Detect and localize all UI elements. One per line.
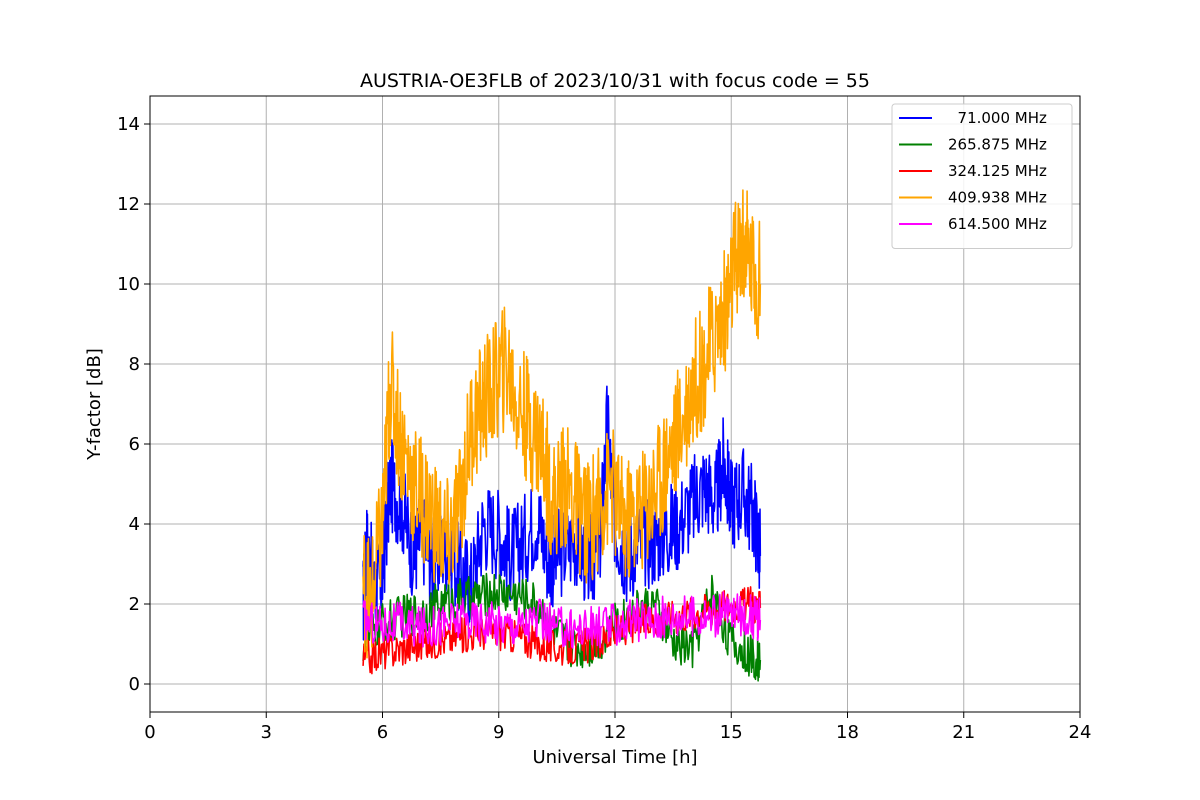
x-tick-label: 12	[604, 722, 627, 743]
legend-entry-label: 324.125 MHz	[948, 162, 1047, 180]
y-tick-label: 10	[117, 274, 140, 295]
y-tick-label: 4	[129, 514, 140, 535]
y-axis: 0 2 4 6 8 10 12 14	[117, 114, 150, 695]
x-axis-label: Universal Time [h]	[532, 747, 697, 768]
y-tick-label: 0	[129, 674, 140, 695]
y-tick-label: 8	[129, 354, 140, 375]
x-tick-label: 0	[144, 722, 155, 743]
y-tick-label: 2	[129, 594, 140, 615]
legend-box	[891, 103, 1073, 249]
x-tick-label: 21	[952, 722, 975, 743]
legend-entry-label: 265.875 MHz	[948, 136, 1047, 154]
y-tick-label: 12	[117, 194, 140, 215]
x-tick-label: 3	[261, 722, 272, 743]
plot-series-group	[362, 189, 762, 682]
x-tick-label: 6	[377, 722, 388, 743]
y-axis-label: Y-factor [dB]	[84, 348, 105, 461]
legend: 71.000 MHz 265.875 MHz 324.125 MHz 409.938 …	[891, 103, 1073, 249]
x-tick-label: 15	[720, 722, 743, 743]
series-line-409-938-mhz	[362, 189, 762, 659]
legend-entry-label: 614.500 MHz	[948, 215, 1047, 233]
chart-title: AUSTRIA-OE3FLB of 2023/10/31 with focus …	[360, 70, 870, 92]
x-tick-label: 18	[836, 722, 859, 743]
y-tick-label: 6	[129, 434, 140, 455]
series-line-614-500-mhz	[362, 591, 762, 649]
x-tick-label: 24	[1069, 722, 1092, 743]
legend-entry-label: 409.938 MHz	[948, 189, 1047, 207]
x-tick-label: 9	[493, 722, 504, 743]
y-tick-label: 14	[117, 114, 140, 135]
x-axis: 0 3 6 9 12 15 18 21 24	[144, 712, 1091, 743]
legend-entry-label: 71.000 MHz	[948, 109, 1047, 127]
